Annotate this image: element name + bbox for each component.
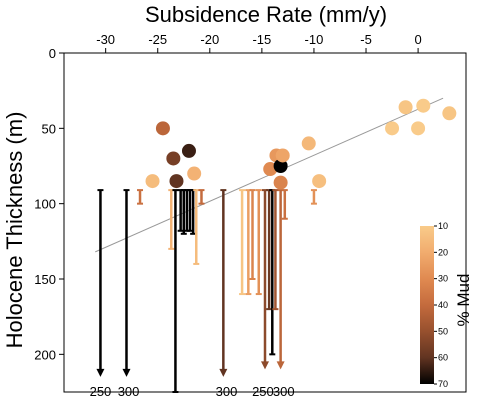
x-tick-label: -30: [96, 32, 115, 47]
x-axis-title: Subsidence Rate (mm/y): [145, 2, 387, 27]
arrow-value-label: 300: [118, 384, 140, 399]
range-arrowhead: [219, 368, 228, 377]
data-point: [275, 148, 290, 163]
colorbar-title: % Mud: [454, 274, 473, 327]
colorbar-tick-label: 20: [438, 247, 448, 257]
x-tick-label: -5: [360, 32, 372, 47]
data-point: [411, 121, 426, 136]
colorbar-tick-label: 10: [438, 221, 448, 231]
x-tick-label: -10: [305, 32, 324, 47]
data-point: [385, 121, 400, 136]
x-axis-ticks: -30 -25 -20 -15 -10 -5 0: [96, 32, 422, 53]
data-point: [166, 151, 181, 166]
range-arrowhead: [122, 368, 131, 377]
y-axis-ticks: 0 50 100 150 200: [34, 46, 64, 362]
plot-frame: [63, 52, 467, 393]
data-point: [273, 175, 288, 190]
data-point: [145, 174, 160, 189]
data-points: [145, 98, 457, 190]
data-point: [155, 121, 170, 136]
arrow-labels: 250 300 300 250 300: [90, 384, 295, 399]
arrow-value-label: 300: [273, 384, 295, 399]
x-tick-label: -15: [252, 32, 271, 47]
colorbar-tick-label: 70: [438, 379, 448, 389]
y-tick-label: 100: [34, 197, 56, 212]
data-point: [301, 136, 316, 151]
data-point: [398, 100, 413, 115]
y-tick-label: 200: [34, 347, 56, 362]
colorbar-tick-label: 60: [438, 353, 448, 363]
x-tick-label: -25: [148, 32, 167, 47]
data-point: [312, 174, 327, 189]
colorbar-tick-label: 50: [438, 326, 448, 336]
range-arrowhead: [261, 361, 269, 370]
y-tick-label: 50: [42, 121, 56, 136]
data-point: [169, 174, 184, 189]
y-tick-label: 0: [49, 46, 56, 61]
data-point: [181, 143, 196, 158]
arrow-value-label: 250: [90, 384, 112, 399]
arrow-value-label: 300: [216, 384, 238, 399]
range-arrowhead: [276, 361, 285, 370]
y-tick-label: 150: [34, 272, 56, 287]
range-arrowhead: [96, 368, 105, 377]
data-point: [187, 166, 202, 181]
arrow-value-label: 250: [252, 384, 274, 399]
colorbar-tick-label: 30: [438, 274, 448, 284]
mud-colorbar: 10 20 30 40 50 60 70: [420, 221, 448, 389]
colorbar-tick-label: 40: [438, 300, 448, 310]
thickness-ranges: [96, 189, 317, 393]
x-tick-label: -20: [200, 32, 219, 47]
x-tick-label: 0: [414, 32, 421, 47]
colorbar-bar: [420, 226, 434, 384]
data-point: [442, 106, 457, 121]
y-axis-title: Holocene Thickness (m): [2, 112, 27, 349]
data-point: [273, 159, 288, 173]
data-point: [416, 98, 431, 113]
